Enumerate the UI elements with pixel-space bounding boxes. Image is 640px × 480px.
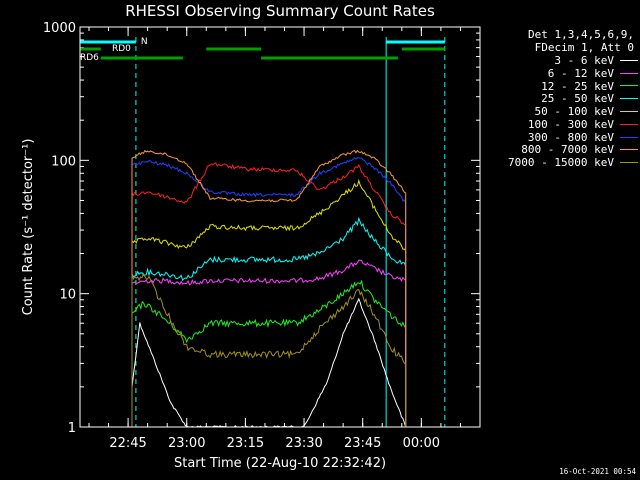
legend-swatch — [620, 123, 638, 125]
series-line — [131, 157, 407, 427]
legend: 3 - 6 keV 6 - 12 keV 12 - 25 keV 25 - 50 ke… — [478, 54, 638, 169]
legend-swatch — [620, 59, 638, 61]
legend-entry: 12 - 25 keV — [478, 80, 638, 93]
legend-swatch — [620, 162, 638, 164]
legend-label: 7000 - 15000 keV — [508, 156, 614, 170]
legend-label: 12 - 25 keV — [541, 79, 614, 93]
legend-label: 25 - 50 keV — [541, 92, 614, 106]
series-line — [131, 216, 407, 427]
legend-label: 50 - 100 keV — [534, 105, 614, 119]
y-tick-label: 100 — [51, 154, 76, 169]
series-line — [131, 259, 407, 427]
x-tick-label: 23:30 — [285, 436, 322, 451]
legend-entry: 100 - 300 keV — [478, 118, 638, 131]
legend-entry: 50 - 100 keV — [478, 105, 638, 118]
footer-timestamp: 16-Oct-2021 00:54 — [559, 467, 636, 476]
legend-entry: 300 - 800 keV — [478, 131, 638, 144]
legend-swatch — [620, 72, 638, 74]
y-tick-label: 1 — [68, 421, 76, 436]
legend-label: 6 - 12 keV — [547, 66, 614, 80]
legend-entry: 800 - 7000 keV — [478, 143, 638, 157]
state-label-rd6: RD6 — [80, 53, 99, 63]
legend-label: 3 - 6 keV — [554, 53, 614, 67]
legend-swatch — [620, 111, 638, 113]
x-axis-label: Start Time (22-Aug-10 22:32:42) — [174, 456, 386, 471]
series-line — [131, 272, 407, 427]
y-axis-label: Count Rate (s⁻¹ detector⁻¹) — [21, 139, 36, 316]
x-tick-label: 00:00 — [403, 436, 440, 451]
chart-marks: 1 10 100 1000 22:45 23:00 23:15 23:30 23:45 00:00… — [43, 21, 481, 451]
series-line — [131, 162, 407, 427]
plot-frame — [79, 26, 481, 428]
legend-entry: 3 - 6 keV — [478, 54, 638, 67]
legend-swatch — [620, 85, 638, 87]
series-line — [131, 178, 407, 427]
legend-swatch — [620, 98, 638, 100]
legend-swatch — [620, 136, 638, 138]
legend-swatch — [620, 149, 638, 151]
legend-entry: 25 - 50 keV — [478, 92, 638, 105]
y-tick-label: 1000 — [43, 21, 76, 36]
series-line — [131, 149, 407, 427]
legend-entry: 7000 - 15000 keV — [478, 156, 638, 169]
x-tick-label: 23:45 — [344, 436, 381, 451]
legend-label: 300 - 800 keV — [527, 130, 614, 144]
legend-label: 100 - 300 keV — [527, 117, 614, 131]
legend-label: 800 - 7000 keV — [521, 143, 614, 157]
series-line — [131, 279, 407, 427]
legend-header: Det 1,3,4,5,6,9, FDecim 1, Att 0 — [486, 28, 634, 54]
y-tick-label: 10 — [59, 288, 76, 303]
state-label-n: N — [141, 37, 148, 47]
state-label-rd0: RD0 — [112, 44, 131, 54]
x-tick-label: 23:15 — [227, 436, 264, 451]
legend-entry: 6 - 12 keV — [478, 67, 638, 80]
x-tick-label: 23:00 — [168, 436, 205, 451]
chart-title: RHESSI Observing Summary Count Rates — [125, 2, 435, 20]
legend-header-line: FDecim 1, Att 0 — [534, 41, 634, 54]
x-tick-label: 22:45 — [109, 436, 146, 451]
legend-header-line: Det 1,3,4,5,6,9, — [528, 28, 634, 41]
